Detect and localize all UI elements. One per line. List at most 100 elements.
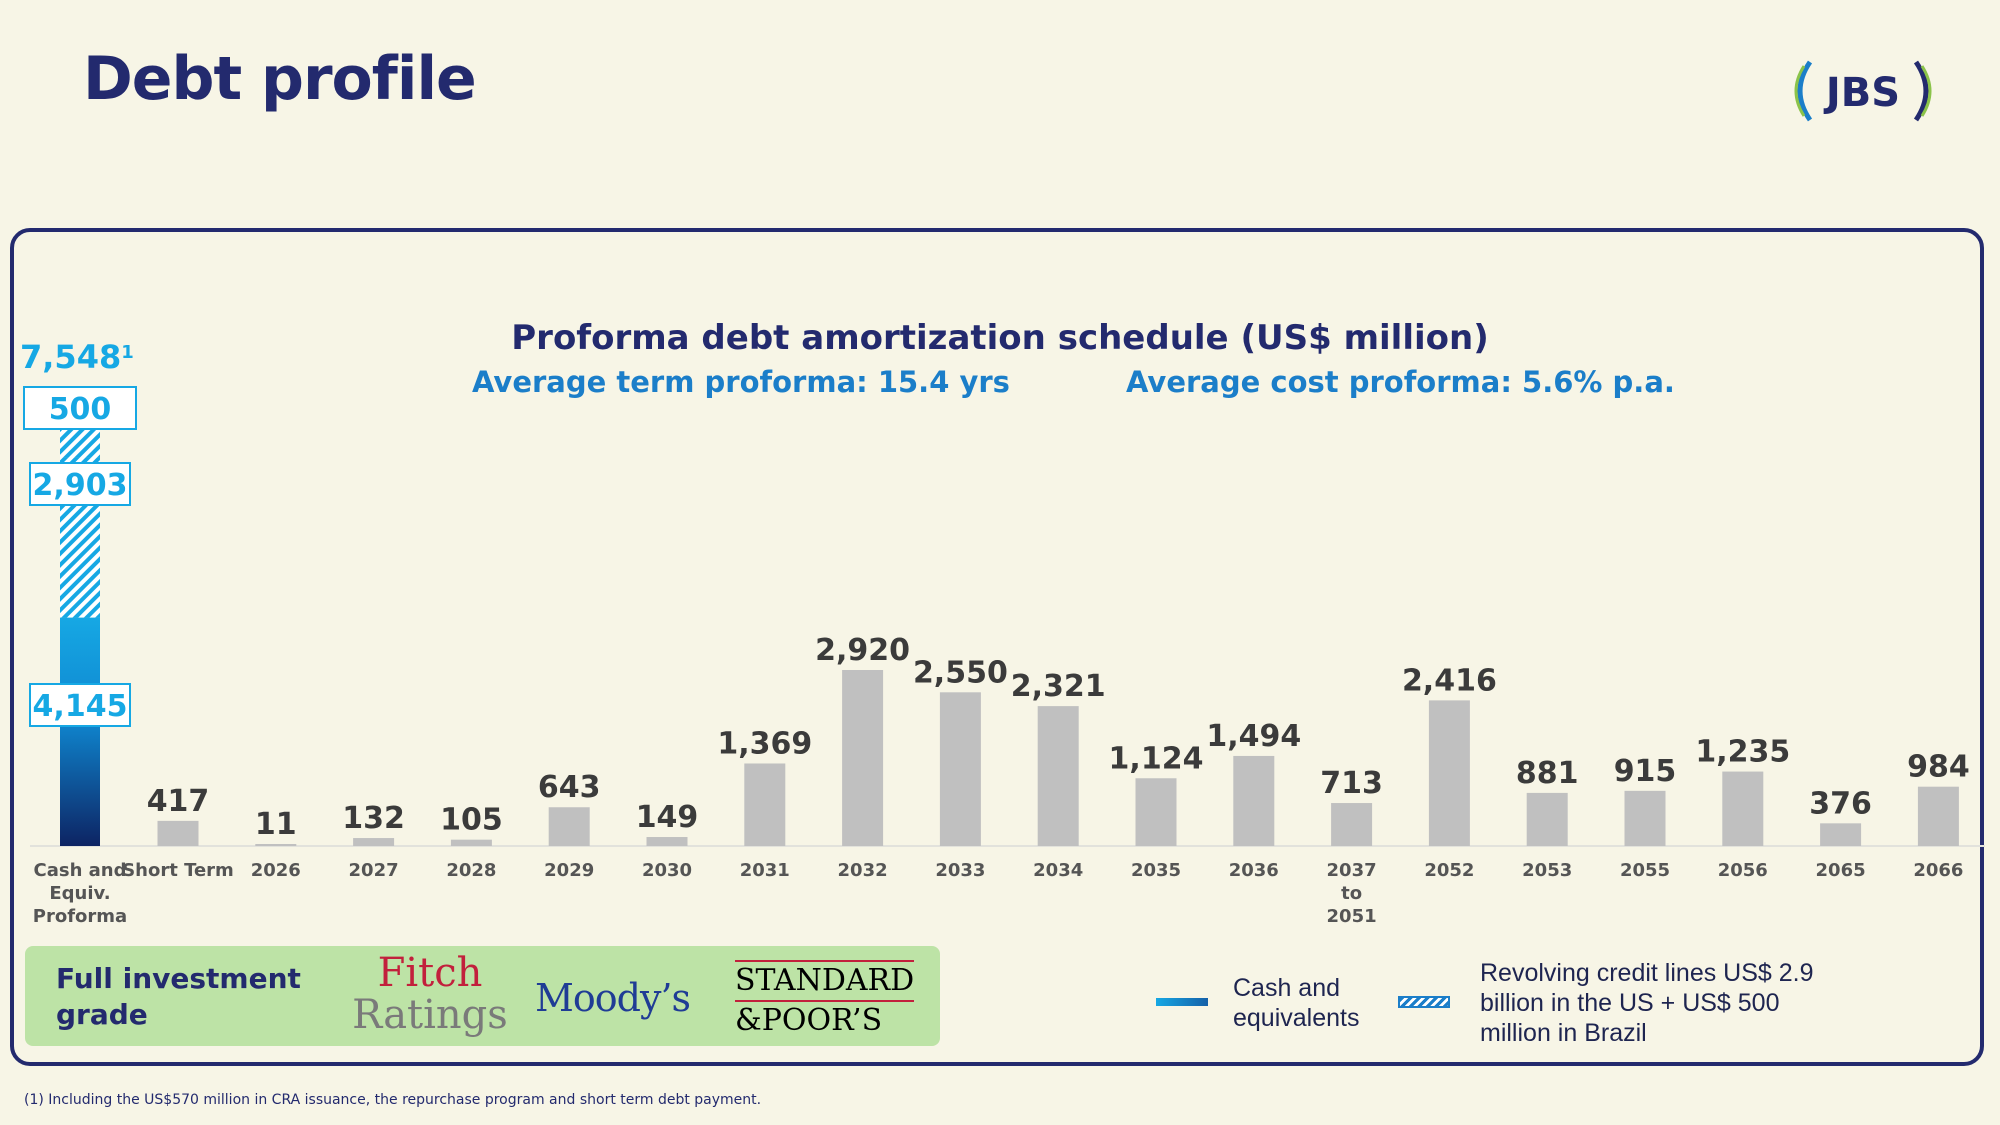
legend-revolving-label: Revolving credit lines US$ 2.9 billion i… bbox=[1480, 959, 1814, 1047]
bar-2029 bbox=[548, 807, 590, 846]
cash-bar-group: 4,145 2,903 500 7,5481 Cash andEquiv.Proform… bbox=[20, 338, 137, 927]
bar-2066 bbox=[1917, 786, 1959, 846]
bar-value-label: 1,124 bbox=[1109, 741, 1204, 776]
bar-value-label: 984 bbox=[1907, 750, 1970, 785]
sp-logo: STANDARD &POOR’S bbox=[735, 960, 915, 1040]
bar-2065 bbox=[1820, 823, 1862, 846]
bar-value-label: 915 bbox=[1614, 754, 1677, 789]
ratings-box: Full investment grade Fitch Ratings Mood… bbox=[25, 946, 940, 1046]
bar-2052 bbox=[1428, 700, 1470, 846]
bar-2032 bbox=[842, 670, 884, 846]
bar-value-label: 2,416 bbox=[1402, 663, 1497, 698]
bar-2036 bbox=[1233, 755, 1275, 846]
logo-left-accent bbox=[1794, 65, 1806, 117]
x-tick-label: 2031 bbox=[740, 860, 790, 881]
bar-2028 bbox=[450, 839, 492, 846]
bar-2037-to-2051 bbox=[1331, 803, 1373, 846]
bar-2026 bbox=[255, 844, 297, 846]
cash-segment-1 bbox=[60, 617, 100, 846]
bar-2034 bbox=[1037, 706, 1079, 846]
x-tick-label: 2026 bbox=[251, 860, 301, 881]
x-tick-label: 2033 bbox=[935, 860, 985, 881]
bar-2031 bbox=[744, 763, 786, 846]
x-tick-label: 2028 bbox=[446, 860, 496, 881]
x-tick-label: 2029 bbox=[544, 860, 594, 881]
bar-value-label: 713 bbox=[1320, 766, 1383, 801]
bar-2055 bbox=[1624, 790, 1666, 846]
logo-text: JBS bbox=[1823, 70, 1900, 116]
legend-cash-label: Cash and equivalents bbox=[1233, 974, 1360, 1032]
cash-value-box bbox=[23, 386, 137, 430]
x-tick-label-cash: Equiv. bbox=[49, 883, 110, 904]
x-tick-label: 2055 bbox=[1620, 860, 1670, 881]
investment-grade-label: Full investment grade bbox=[56, 962, 301, 1031]
x-tick-label: 2032 bbox=[838, 860, 888, 881]
x-tick-label: 2065 bbox=[1816, 860, 1866, 881]
logo-right-accent bbox=[1920, 65, 1932, 117]
bar-value-label: 11 bbox=[255, 807, 297, 842]
bar-2056 bbox=[1722, 771, 1764, 846]
cash-total-footnote-mark: 1 bbox=[121, 342, 134, 363]
footnote: (1) Including the US$570 million in CRA … bbox=[24, 1092, 762, 1108]
x-tick-label: Short Term bbox=[122, 860, 234, 881]
bar-value-label: 2,920 bbox=[815, 633, 910, 668]
bar-value-label: 417 bbox=[147, 784, 210, 819]
bar-value-label: 1,235 bbox=[1695, 735, 1790, 770]
cash-total-label: 7,5481 bbox=[20, 338, 134, 376]
x-tick-label-cash: Proforma bbox=[33, 906, 127, 927]
bar-2030 bbox=[646, 837, 688, 846]
legend-cash-swatch bbox=[1156, 998, 1208, 1006]
bar-value-label: 1,369 bbox=[717, 726, 812, 761]
x-tick-label-cash: Cash and bbox=[34, 860, 127, 881]
bar-value-label: 132 bbox=[342, 801, 405, 836]
x-tick-label: 2051 bbox=[1327, 906, 1377, 927]
bar-2027 bbox=[353, 838, 395, 846]
sp-logo-top: STANDARD bbox=[735, 960, 915, 1000]
average-term-label: Average term proforma: 15.4 yrs bbox=[472, 365, 1010, 399]
x-tick-label: 2037 bbox=[1327, 860, 1377, 881]
cash-value-box bbox=[29, 462, 131, 506]
bar-value-label: 881 bbox=[1516, 756, 1579, 791]
fitch-logo-top: Fitch bbox=[377, 950, 483, 996]
bar-value-label: 643 bbox=[538, 770, 601, 805]
x-tick-label: 2053 bbox=[1522, 860, 1572, 881]
cash-segment-3 bbox=[60, 430, 100, 458]
cash-value-label: 4,145 bbox=[33, 689, 128, 724]
x-tick-label: 2056 bbox=[1718, 860, 1768, 881]
x-tick-label: to bbox=[1341, 883, 1362, 904]
bar-value-label: 149 bbox=[636, 800, 699, 835]
x-tick-label: 2034 bbox=[1033, 860, 1083, 881]
x-tick-label: 2052 bbox=[1424, 860, 1474, 881]
bar-value-label: 376 bbox=[1809, 786, 1872, 821]
jbs-logo: JBS bbox=[1794, 60, 1932, 122]
x-tick-label: 2035 bbox=[1131, 860, 1181, 881]
x-tick-label: 2027 bbox=[349, 860, 399, 881]
fitch-logo-bottom: Ratings bbox=[352, 992, 508, 1038]
logo-right-bracket bbox=[1913, 60, 1929, 122]
bar-2035 bbox=[1135, 778, 1177, 846]
page-title: Debt profile bbox=[83, 44, 477, 114]
bar-short-term bbox=[157, 820, 199, 846]
x-tick-label: 2036 bbox=[1229, 860, 1279, 881]
legend-revolving-swatch bbox=[1398, 996, 1450, 1008]
x-tick-label: 2066 bbox=[1913, 860, 1963, 881]
cash-value-label: 500 bbox=[49, 392, 112, 427]
bar-value-label: 1,494 bbox=[1206, 719, 1301, 754]
sp-logo-bottom: &POOR’S bbox=[735, 1000, 915, 1040]
logo-left-bracket bbox=[1797, 60, 1813, 122]
bar-value-label: 105 bbox=[440, 803, 503, 838]
chart-title: Proforma debt amortization schedule (US$… bbox=[511, 318, 1489, 358]
chart-panel bbox=[10, 228, 1984, 1066]
cash-value-box bbox=[29, 683, 131, 727]
average-cost-label: Average cost proforma: 5.6% p.a. bbox=[1126, 365, 1675, 399]
cash-value-label: 2,903 bbox=[33, 468, 128, 503]
x-tick-label: 2030 bbox=[642, 860, 692, 881]
bars-layer: 417 Short Term 11 2026 132 2027 105 2028 643 2029… bbox=[122, 633, 1970, 927]
bar-value-label: 2,321 bbox=[1011, 669, 1106, 704]
fitch-logo: Fitch Ratings bbox=[350, 952, 510, 1036]
bar-2033 bbox=[939, 692, 981, 846]
moodys-logo: Moody’s bbox=[535, 976, 691, 1020]
bar-value-label: 2,550 bbox=[913, 655, 1008, 690]
bar-2053 bbox=[1526, 792, 1568, 846]
